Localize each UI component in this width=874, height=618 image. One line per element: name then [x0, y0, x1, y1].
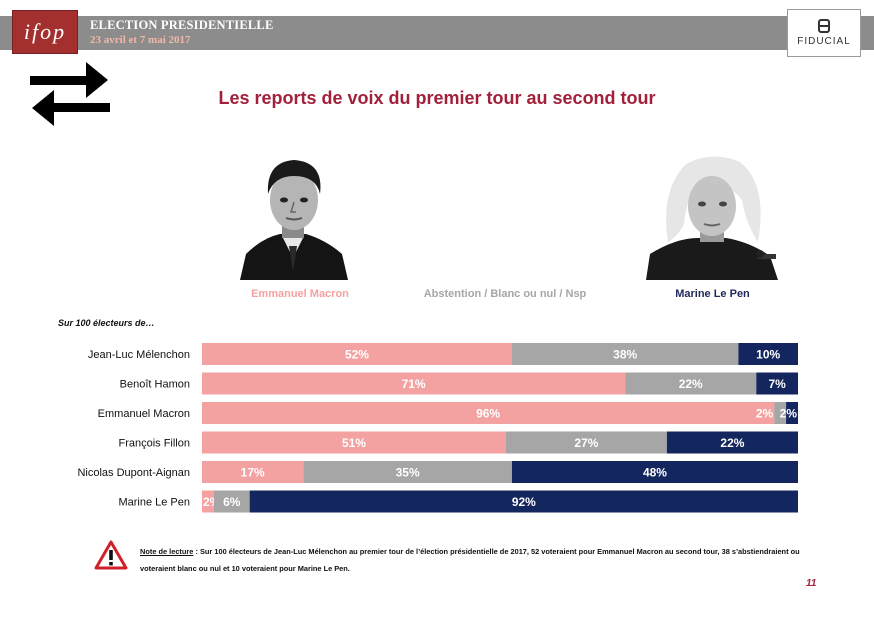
- value-label-jean-luc-melenchon-abstention-blanc-ou-nul-nsp: 38%: [613, 348, 637, 362]
- reading-note-text: : Sur 100 électeurs de Jean-Luc Mélencho…: [140, 547, 800, 573]
- value-label-benoit-hamon-marine-le-pen: 7%: [768, 377, 786, 391]
- row-label-francois-fillon: François Fillon: [118, 438, 190, 450]
- value-label-francois-fillon-emmanuel-macron: 51%: [342, 436, 366, 450]
- value-label-francois-fillon-marine-le-pen: 22%: [720, 436, 744, 450]
- bar-marine-le-pen-marine-le-pen: [249, 490, 798, 513]
- bar-nicolas-dupont-aignan-marine-le-pen: [511, 461, 798, 483]
- row-label-nicolas-dupont-aignan: Nicolas Dupont-Aignan: [77, 467, 190, 479]
- value-label-benoit-hamon-abstention-blanc-ou-nul-nsp: 22%: [679, 377, 703, 391]
- macron-portrait: [232, 154, 354, 280]
- value-label-emmanuel-macron-marine-le-pen: 2%: [780, 407, 798, 421]
- swap-arrows-icon: [30, 62, 110, 126]
- value-label-emmanuel-macron-abstention-blanc-ou-nul-nsp: 2%: [756, 407, 774, 421]
- value-label-nicolas-dupont-aignan-emmanuel-macron: 17%: [241, 466, 265, 480]
- value-label-benoit-hamon-emmanuel-macron: 71%: [402, 377, 426, 391]
- bar-benoit-hamon-abstention-blanc-ou-nul-nsp: [625, 372, 757, 395]
- page-title: Les reports de voix du premier tour au s…: [218, 88, 656, 108]
- bar-benoit-hamon-emmanuel-macron: [202, 372, 626, 395]
- ifop-logo-text: ifop: [23, 19, 67, 44]
- value-label-emmanuel-macron-emmanuel-macron: 96%: [476, 407, 500, 421]
- bar-nicolas-dupont-aignan-abstention-blanc-ou-nul-nsp: [303, 461, 512, 483]
- row-label-benoit-hamon: Benoît Hamon: [120, 379, 190, 391]
- bar-nicolas-dupont-aignan-emmanuel-macron: [202, 461, 304, 483]
- reading-note-label: Note de lecture: [140, 547, 194, 556]
- bar-francois-fillon-abstention-blanc-ou-nul-nsp: [505, 431, 667, 454]
- bar-francois-fillon-marine-le-pen: [666, 431, 798, 454]
- value-label-nicolas-dupont-aignan-abstention-blanc-ou-nul-nsp: 35%: [396, 466, 420, 480]
- fiducial-mark-icon: [818, 19, 830, 33]
- value-label-nicolas-dupont-aignan-marine-le-pen: 48%: [643, 466, 667, 480]
- row-label-emmanuel-macron: Emmanuel Macron: [98, 408, 190, 420]
- page-number: 11: [806, 578, 817, 589]
- bar-marine-le-pen-abstention-blanc-ou-nul-nsp: [213, 490, 250, 513]
- bar-jean-luc-melenchon-abstention-blanc-ou-nul-nsp: [511, 343, 739, 365]
- legend-lepen: Marine Le Pen: [675, 288, 750, 300]
- ifop-logo: ifop: [12, 10, 78, 54]
- value-label-jean-luc-melenchon-marine-le-pen: 10%: [756, 348, 780, 362]
- warning-icon: [94, 540, 128, 570]
- value-label-jean-luc-melenchon-emmanuel-macron: 52%: [345, 348, 369, 362]
- bar-jean-luc-melenchon-emmanuel-macron: [202, 343, 512, 365]
- value-label-marine-le-pen-marine-le-pen: 92%: [512, 495, 536, 509]
- fiducial-logo-text: FIDUCIAL: [797, 36, 851, 47]
- row-label-marine-le-pen: Marine Le Pen: [118, 497, 190, 509]
- fiducial-logo: FIDUCIAL: [787, 9, 861, 57]
- reading-note: Note de lecture : Sur 100 électeurs de J…: [140, 543, 830, 577]
- row-label-jean-luc-melenchon: Jean-Luc Mélenchon: [88, 349, 190, 361]
- bar-emmanuel-macron-abstention-blanc-ou-nul-nsp: [774, 402, 787, 424]
- legend-macron: Emmanuel Macron: [251, 288, 349, 300]
- value-label-francois-fillon-abstention-blanc-ou-nul-nsp: 27%: [574, 436, 598, 450]
- lepen-portrait: [646, 150, 778, 280]
- header-title: ELECTION PRESIDENTIELLE: [90, 18, 274, 32]
- header-band: [0, 16, 874, 50]
- legend-abstention: Abstention / Blanc ou nul / Nsp: [423, 288, 587, 300]
- bar-marine-le-pen-emmanuel-macron: [202, 490, 214, 513]
- stacked-bar-chart: Jean-Luc Mélenchon 52% 38% 10% Benoît Hamon 7…: [77, 343, 798, 513]
- bar-benoit-hamon-marine-le-pen: [756, 372, 798, 395]
- bar-jean-luc-melenchon-marine-le-pen: [738, 343, 798, 365]
- bar-emmanuel-macron-emmanuel-macron: [202, 402, 775, 424]
- bar-emmanuel-macron-marine-le-pen: [786, 402, 798, 424]
- chart-subheading: Sur 100 électeurs de…: [58, 318, 155, 328]
- header-dates: 23 avril et 7 mai 2017: [90, 34, 191, 46]
- value-label-marine-le-pen-abstention-blanc-ou-nul-nsp: 6%: [223, 495, 241, 509]
- bar-francois-fillon-emmanuel-macron: [202, 431, 506, 454]
